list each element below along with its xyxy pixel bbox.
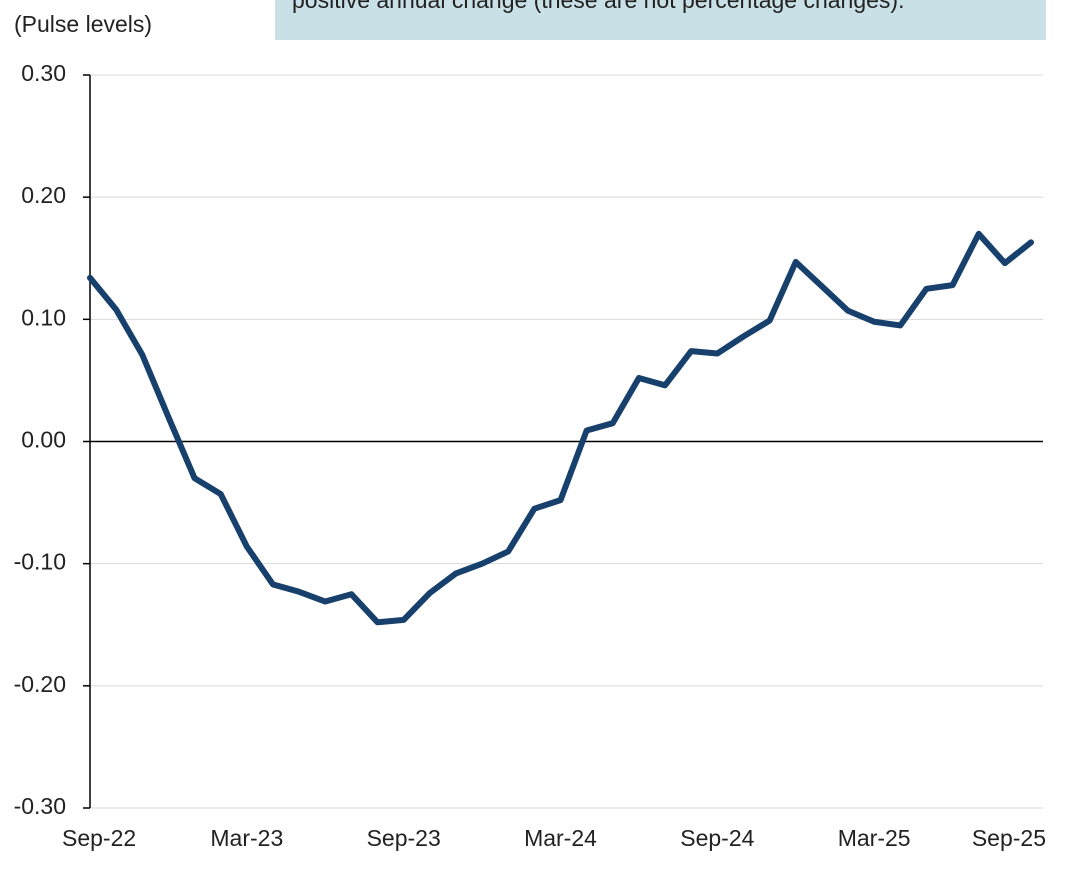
y-tick-label: -0.30 — [14, 793, 66, 819]
x-tick-label: Mar-24 — [524, 825, 597, 851]
y-tick-label: -0.10 — [14, 549, 66, 575]
y-tick-label: 0.00 — [21, 427, 66, 453]
y-tick-label: -0.20 — [14, 671, 66, 697]
y-tick-label: 0.20 — [21, 182, 66, 208]
x-tick-label: Sep-24 — [680, 825, 754, 851]
y-axis-label: (Pulse levels) — [14, 11, 152, 37]
x-tick-label: Sep-22 — [62, 825, 136, 851]
x-tick-label: Sep-25 — [972, 825, 1046, 851]
note: positive annual change (these are not pe… — [292, 0, 904, 13]
y-tick-label: 0.30 — [21, 60, 66, 86]
x-tick-label: Mar-25 — [838, 825, 911, 851]
x-tick-label: Sep-23 — [367, 825, 441, 851]
y-tick-label: 0.10 — [21, 304, 66, 330]
line-series — [87, 230, 1034, 626]
note-box — [275, 0, 1046, 40]
x-tick-label: Mar-23 — [210, 825, 283, 851]
